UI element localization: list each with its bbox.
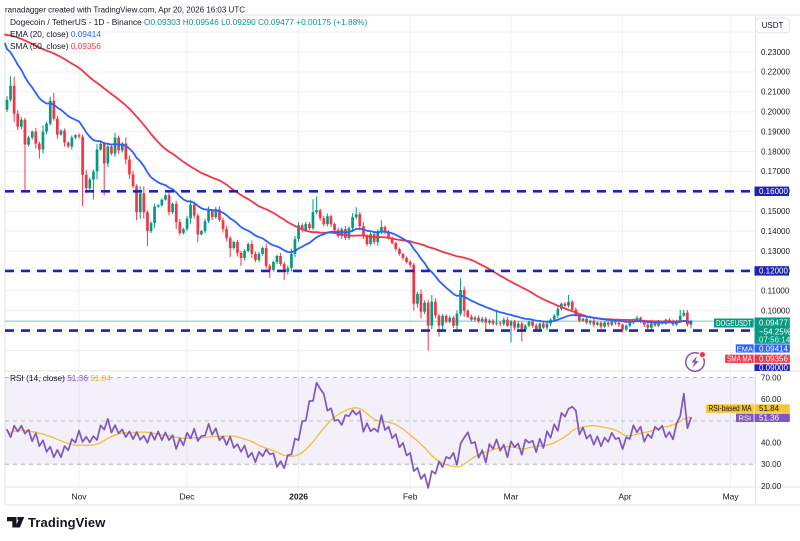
svg-text:0.15000: 0.15000: [761, 207, 790, 216]
svg-text:0.09356: 0.09356: [759, 355, 788, 364]
svg-text:30.00: 30.00: [761, 460, 782, 469]
svg-text:SMA MA: SMA MA: [727, 355, 753, 364]
svg-text:EMA: EMA: [737, 344, 753, 353]
svg-text:20.00: 20.00: [761, 482, 782, 491]
svg-text:0.23000: 0.23000: [761, 48, 790, 57]
svg-text:Mar: Mar: [504, 492, 519, 502]
svg-text:TradingView: TradingView: [28, 515, 106, 530]
svg-text:USDT: USDT: [762, 21, 784, 30]
svg-text:0.11000: 0.11000: [761, 287, 790, 296]
svg-text:40.00: 40.00: [761, 438, 782, 447]
svg-text:May: May: [723, 492, 740, 502]
svg-text:07:56:14: 07:56:14: [759, 336, 791, 345]
svg-text:51.36: 51.36: [759, 414, 780, 423]
svg-text:0.12000: 0.12000: [759, 267, 788, 276]
svg-text:0.13000: 0.13000: [761, 247, 790, 256]
svg-text:RSI (14, close) 51.36 51.84: RSI (14, close) 51.36 51.84: [10, 373, 111, 383]
svg-text:Feb: Feb: [403, 492, 418, 502]
svg-text:Apr: Apr: [618, 492, 631, 502]
svg-text:ranadagger created with Tradin: ranadagger created with TradingView.com,…: [5, 6, 245, 15]
svg-text:0.18000: 0.18000: [761, 147, 790, 156]
svg-text:0.19000: 0.19000: [761, 127, 790, 136]
svg-text:0.16000: 0.16000: [759, 187, 788, 196]
svg-text:RSI-based MA: RSI-based MA: [709, 404, 753, 413]
svg-text:2026: 2026: [289, 492, 308, 502]
svg-text:0.14000: 0.14000: [761, 227, 790, 236]
svg-text:SMA (50, close) 0.09356: SMA (50, close) 0.09356: [10, 41, 101, 51]
svg-text:70.00: 70.00: [761, 373, 782, 382]
svg-text:DOGEUSDT: DOGEUSDT: [716, 319, 752, 328]
svg-text:RSI: RSI: [739, 414, 752, 423]
svg-text:0.09477: 0.09477: [759, 319, 788, 328]
svg-text:Nov: Nov: [71, 492, 87, 502]
svg-text:0.21000: 0.21000: [761, 88, 790, 97]
svg-text:EMA (20, close) 0.09414: EMA (20, close) 0.09414: [10, 29, 101, 39]
svg-text:0.20000: 0.20000: [761, 108, 790, 117]
svg-text:0.22000: 0.22000: [761, 68, 790, 77]
svg-text:−54.25%: −54.25%: [759, 328, 791, 337]
svg-text:0.09414: 0.09414: [759, 344, 788, 353]
svg-text:Dogecoin / TetherUS - 1D - Bin: Dogecoin / TetherUS - 1D - Binance O0.09…: [10, 17, 368, 27]
svg-text:0.09000: 0.09000: [759, 364, 788, 373]
svg-text:0.17000: 0.17000: [761, 167, 790, 176]
svg-text:60.00: 60.00: [761, 395, 782, 404]
svg-text:0.10000: 0.10000: [761, 307, 790, 316]
svg-text:51.84: 51.84: [759, 404, 780, 413]
svg-text:Dec: Dec: [179, 492, 195, 502]
